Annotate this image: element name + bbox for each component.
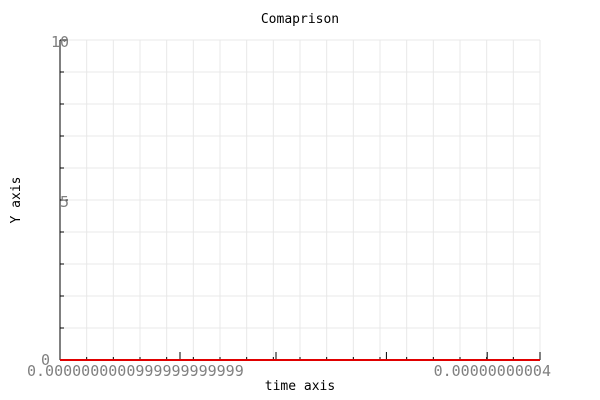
x-tick-label-last: 0.00000000004 (434, 362, 551, 380)
x-tick-label-first: 0.0000000000999999999999 (27, 362, 244, 380)
y-axis-label: Y axis (9, 177, 24, 224)
x-axis-label: time axis (265, 379, 335, 394)
chart-title: Comaprison (261, 12, 339, 27)
y-tick-label-0: 0 (41, 351, 50, 369)
y-tick-label-10: 10 (51, 33, 69, 51)
grid (60, 39, 541, 361)
y-tick-label-5: 5 (60, 193, 69, 211)
